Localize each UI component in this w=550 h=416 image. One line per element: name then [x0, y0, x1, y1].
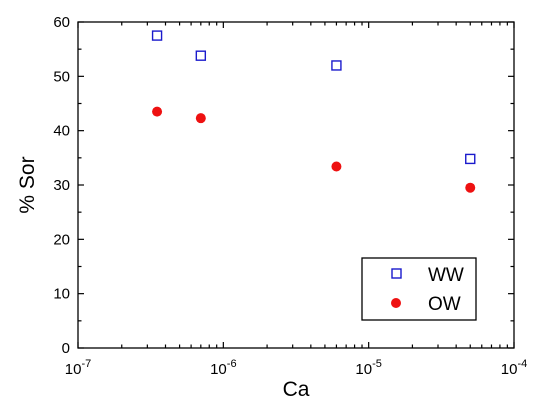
legend: WW OW [361, 257, 477, 321]
data-point-ow [465, 182, 476, 193]
data-points [151, 30, 476, 193]
data-point-ww [151, 30, 163, 41]
legend-marker-ow [391, 298, 401, 308]
legend-label-ow: OW [428, 294, 461, 315]
y-tick-label: 30 [53, 177, 70, 194]
x-tick-labels: 10-7 10-6 10-5 10-4 [65, 358, 527, 378]
legend-marker-ww [391, 268, 402, 279]
x-tick-label: 10-6 [210, 358, 236, 378]
data-point-ow [331, 161, 342, 172]
legend-box [361, 257, 477, 321]
y-axis-title: % Sor [16, 156, 39, 213]
data-point-ww [195, 50, 207, 61]
y-tick-label: 60 [53, 14, 70, 31]
data-point-ww [331, 60, 342, 71]
x-tick-label: 10-7 [65, 358, 91, 378]
plot-frame [77, 21, 515, 349]
data-point-ow [195, 113, 206, 124]
y-tick-label: 50 [53, 68, 70, 85]
y-tick-label: 0 [62, 340, 70, 357]
y-tick-labels: 0 10 20 30 40 50 60 [53, 14, 70, 357]
y-tick-label: 40 [53, 123, 70, 140]
data-point-ow [152, 106, 163, 117]
x-tick-label: 10-4 [501, 358, 527, 378]
y-tick-label: 20 [53, 231, 70, 248]
x-axis-title: Ca [283, 378, 310, 401]
data-point-ww [465, 153, 476, 165]
y-tick-label: 10 [53, 286, 70, 303]
legend-label-ww: WW [428, 265, 464, 286]
x-tick-label: 10-5 [355, 358, 381, 378]
